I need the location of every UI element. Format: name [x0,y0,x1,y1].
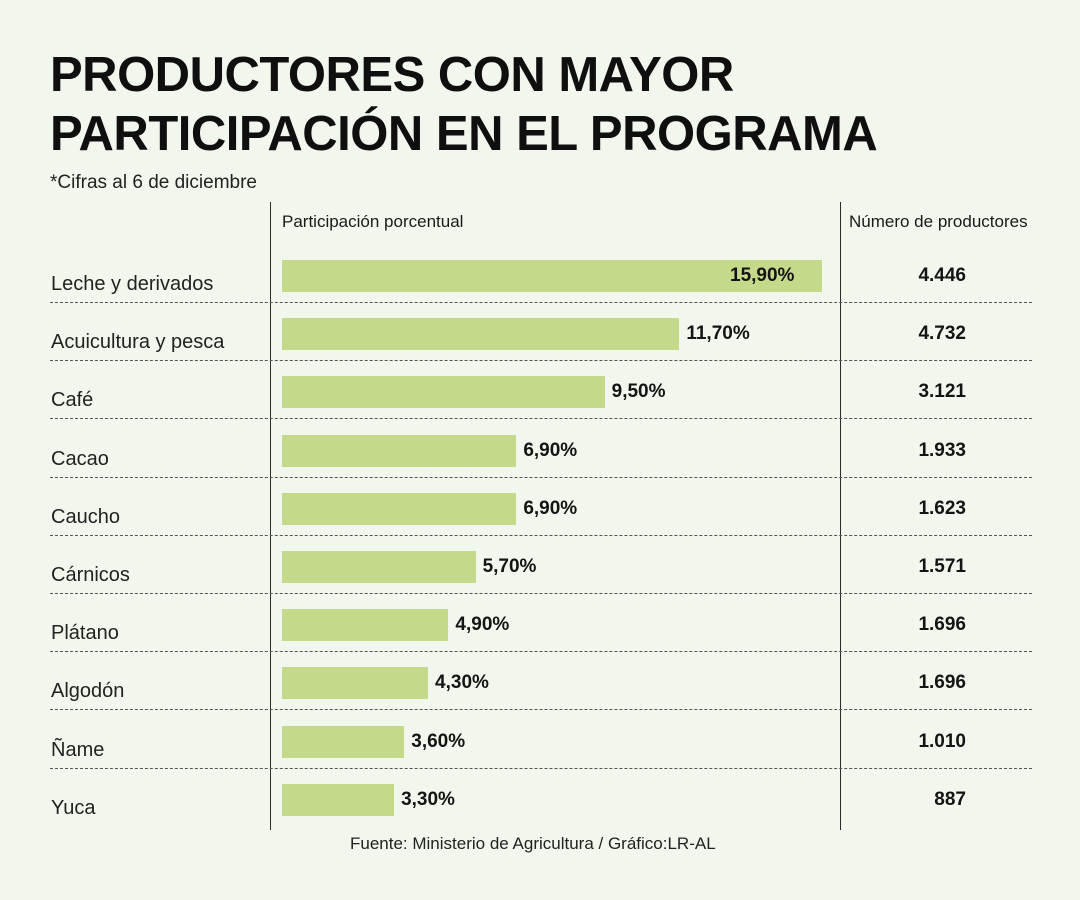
producer-count: 4.446 [918,265,966,286]
chart-title-line-2: PARTICIPACIÓN EN EL PROGRAMA [50,107,878,161]
category-label: Cárnicos [51,564,130,586]
category-label: Acuicultura y pesca [51,331,225,354]
bar-value-label: 3,30% [401,788,455,810]
producer-count: 1.010 [918,730,966,752]
category-label: Algodón [51,680,125,703]
chart-title-line-1: PRODUCTORES CON MAYOR [50,48,734,102]
bar [282,725,405,758]
producer-count: 1.933 [918,439,966,461]
producer-count: 1.571 [918,556,966,577]
bar-row: Algodón 4,30% 1.696 [0,665,1080,723]
column-header-percentage: Participación porcentual [282,212,464,231]
bar [282,318,680,351]
bar-value-label: 15,90% [730,265,795,286]
row-separator [50,302,1032,303]
bar-value-label: 4,30% [435,672,489,694]
bar-value-label: 11,70% [686,323,750,345]
category-label: Plátano [51,622,119,645]
bar-value-label: 3,60% [411,730,466,752]
bar-row: Acuicultura y pesca 11,70% 4.732 [0,316,1080,374]
source-note: Fuente: Ministerio de Agricultura / Gráf… [350,834,716,853]
row-separator [50,418,1032,420]
row-separator [50,709,1032,711]
bar-value-label: 5,70% [482,556,537,577]
category-label: Ñame [51,738,105,761]
category-label: Leche y derivados [51,273,214,295]
column-header-producers: Número de productores [849,212,1028,231]
row-separator [50,476,1032,478]
row-separator [50,651,1032,653]
chart-subtitle: *Cifras al 6 de diciembre [50,172,257,193]
bar-row: Cárnicos 5,70% 1.571 [0,549,1080,607]
bar [282,783,395,816]
row-separator [50,534,1032,536]
producer-count: 1.696 [918,614,966,636]
bar-row: Yuca 3,30% 887 [0,782,1080,840]
bar-row: Caucho 6,90% 1.623 [0,491,1080,549]
bar-row: Ñame 3,60% 1.010 [0,724,1080,782]
bar [282,434,517,467]
bar-value-label: 9,50% [611,381,666,403]
right-column-divider [840,202,841,830]
bar-value-label: 6,90% [523,439,578,461]
left-column-divider [270,202,271,830]
row-separator [50,767,1032,769]
bar-row: Cacao 6,90% 1.933 [0,433,1080,491]
bar-row: Plátano 4,90% 1.696 [0,607,1080,665]
bar [282,609,449,642]
category-label: Cacao [51,447,109,470]
bar-value-label: 6,90% [523,497,578,519]
producer-count: 1.696 [918,672,966,694]
producer-count: 4.732 [918,323,966,345]
bar [282,492,517,525]
producer-count: 3.121 [918,381,966,403]
category-label: Café [51,389,94,412]
bar [282,667,429,700]
category-label: Caucho [51,505,120,528]
bar [282,376,605,409]
chart-title: PRODUCTORES CON MAYOR PARTICIPACIÓN EN E… [50,46,1050,164]
bar-value-label: 4,90% [455,614,510,636]
producer-count: 1.623 [918,497,966,519]
bar-row: Leche y derivados 15,90% 4.446 [0,258,1080,316]
producer-count: 887 [934,788,966,810]
bar [282,260,822,292]
row-separator [50,593,1032,594]
bar-row: Café 9,50% 3.121 [0,374,1080,432]
category-label: Yuca [51,796,96,819]
row-separator [50,360,1032,362]
bar [282,551,476,583]
